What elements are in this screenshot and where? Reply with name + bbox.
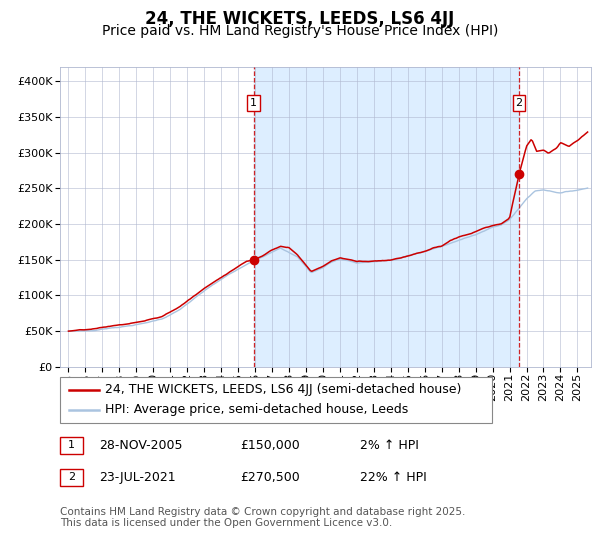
Text: 24, THE WICKETS, LEEDS, LS6 4JJ: 24, THE WICKETS, LEEDS, LS6 4JJ (145, 10, 455, 28)
Text: £270,500: £270,500 (240, 470, 300, 484)
Text: HPI: Average price, semi-detached house, Leeds: HPI: Average price, semi-detached house,… (105, 403, 408, 417)
Text: 23-JUL-2021: 23-JUL-2021 (99, 470, 176, 484)
Text: 22% ↑ HPI: 22% ↑ HPI (360, 470, 427, 484)
Text: 2% ↑ HPI: 2% ↑ HPI (360, 438, 419, 452)
Text: 24, THE WICKETS, LEEDS, LS6 4JJ (semi-detached house): 24, THE WICKETS, LEEDS, LS6 4JJ (semi-de… (105, 383, 461, 396)
Text: 2: 2 (68, 472, 75, 482)
Text: 28-NOV-2005: 28-NOV-2005 (99, 438, 182, 452)
Text: Price paid vs. HM Land Registry's House Price Index (HPI): Price paid vs. HM Land Registry's House … (102, 24, 498, 38)
Text: 1: 1 (68, 440, 75, 450)
Text: 1: 1 (250, 98, 257, 108)
Text: Contains HM Land Registry data © Crown copyright and database right 2025.
This d: Contains HM Land Registry data © Crown c… (60, 507, 466, 529)
Bar (254, 67, 519, 367)
Text: 2: 2 (515, 98, 523, 108)
Text: £150,000: £150,000 (240, 438, 300, 452)
